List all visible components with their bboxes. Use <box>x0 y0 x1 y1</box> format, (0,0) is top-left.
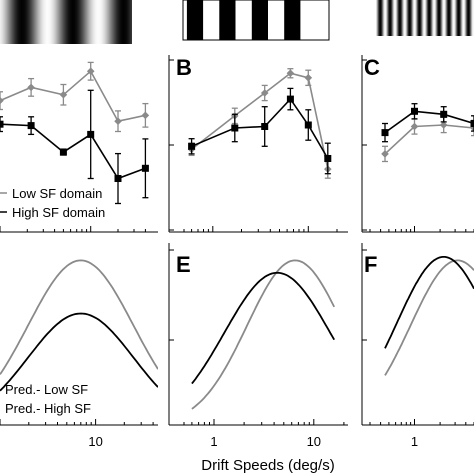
pred-low-sf-curve <box>0 259 158 375</box>
panel-letter-f: F <box>364 252 377 277</box>
data-point <box>27 83 35 92</box>
series-high-sf <box>188 87 332 175</box>
data-point <box>440 110 448 118</box>
panel-e: 1 10 E <box>168 243 348 449</box>
legend-pred-low-sf-label: Pred.- Low SF <box>5 382 88 397</box>
plot-area <box>0 61 150 205</box>
series-line <box>191 72 329 170</box>
panel-b: B <box>168 55 348 233</box>
series-line <box>0 69 146 123</box>
data-point <box>260 89 269 97</box>
pred-high-sf-curve <box>191 271 335 385</box>
grating-bar <box>284 0 301 40</box>
x-axis-title: Drift Speeds (deg/s) <box>201 457 334 474</box>
series-low-sf <box>381 116 474 163</box>
pred-low-sf-curve <box>191 259 336 410</box>
panel-a <box>0 61 158 233</box>
plot-area <box>384 255 474 376</box>
x-tick-label: 10 <box>88 434 102 449</box>
plot-area <box>191 259 336 410</box>
grating-bar <box>219 0 236 40</box>
pred-low-sf-curve <box>384 259 474 376</box>
legend-low-sf-label: Low SF domain <box>12 186 102 201</box>
data-point <box>286 69 295 78</box>
data-point <box>304 73 313 82</box>
series-high-sf <box>0 89 149 205</box>
plot-area <box>187 68 332 179</box>
data-point <box>411 107 418 115</box>
pred-high-sf-curve <box>384 255 474 349</box>
data-point <box>324 155 332 162</box>
data-point <box>410 122 419 131</box>
data-point <box>286 95 294 103</box>
data-point <box>114 175 122 182</box>
data-point <box>231 124 239 132</box>
series-line <box>191 97 329 159</box>
data-point <box>470 120 474 127</box>
data-point <box>114 117 122 126</box>
data-point <box>304 121 312 129</box>
panel-letter-c: C <box>364 55 380 80</box>
data-point <box>381 129 389 137</box>
legend-high-sf-label: High SF domain <box>12 205 105 220</box>
data-point <box>141 111 150 120</box>
pred-high-sf-curve <box>0 312 158 392</box>
panel-d: 10 <box>0 259 158 449</box>
data-point <box>439 121 448 129</box>
x-tick-label: 10 <box>307 434 321 449</box>
data-point <box>0 96 4 105</box>
data-point <box>59 148 67 156</box>
data-point <box>27 122 35 130</box>
plot-area <box>0 259 158 392</box>
low-sf-grating <box>0 0 132 44</box>
data-point <box>86 67 95 76</box>
panel-letter-b: B <box>176 55 192 80</box>
data-point <box>59 90 68 99</box>
data-point <box>141 164 149 172</box>
series-low-sf <box>0 61 150 133</box>
x-tick-label: 1 <box>411 434 418 449</box>
series-line <box>0 123 146 180</box>
data-point <box>261 123 269 130</box>
data-point <box>87 130 95 138</box>
panel-c: C <box>361 55 474 233</box>
x-tick-label: 1 <box>210 434 217 449</box>
high-sf-grating <box>376 0 474 36</box>
stimulus-gratings <box>0 0 474 44</box>
grating-bar <box>251 0 268 40</box>
legend-pred-high-sf-label: Pred.- High SF <box>5 401 91 416</box>
series-high-sf <box>381 103 474 143</box>
plot-area <box>381 103 474 163</box>
grating-bar <box>186 0 204 40</box>
data-point <box>0 120 4 128</box>
panel-f: 1F <box>361 243 474 449</box>
legend-measured: Low SF domain High SF domain <box>0 186 105 220</box>
series-line <box>384 124 474 155</box>
series-line <box>384 110 474 134</box>
data-point <box>188 142 196 150</box>
legend-predicted: Pred.- Low SF Pred.- High SF <box>5 382 91 416</box>
data-point <box>381 150 389 158</box>
panel-letter-e: E <box>176 252 191 277</box>
medium-sf-grating <box>182 0 330 41</box>
